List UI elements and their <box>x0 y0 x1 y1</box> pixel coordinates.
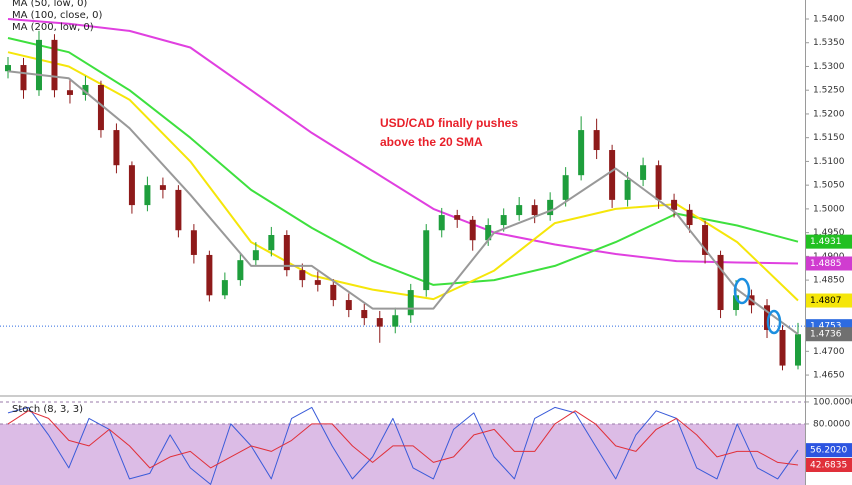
candle-body <box>392 315 399 327</box>
candle-body <box>175 189 182 231</box>
candle-body <box>764 305 771 330</box>
candle-body <box>485 225 492 241</box>
candle-body <box>144 185 151 206</box>
price-label-box <box>806 256 852 271</box>
candle-body <box>237 260 244 281</box>
stoch-panel <box>0 401 805 485</box>
candle-body <box>376 318 383 327</box>
candle-body <box>454 215 461 220</box>
y-tick-label: 1.4950 <box>813 228 845 238</box>
y-tick-label: 1.4850 <box>813 276 845 286</box>
price-label: 1.4931 <box>810 237 842 247</box>
candle-body <box>330 284 337 301</box>
series-line <box>7 410 799 469</box>
candle-body <box>97 84 104 131</box>
y-tick-label: 1.5400 <box>813 14 845 24</box>
candle-body <box>206 254 213 296</box>
candle-body <box>66 90 73 95</box>
y-tick-label: 1.5250 <box>813 86 845 96</box>
stoch-title: Stoch (8, 3, 3) <box>12 404 83 415</box>
y-tick-label: 1.5200 <box>813 109 845 119</box>
candle-body <box>469 219 476 241</box>
candle-body <box>423 230 430 291</box>
candle-body <box>407 290 414 316</box>
price-label: 42.6835 <box>810 460 847 470</box>
price-label: 56.2020 <box>810 446 847 456</box>
candle-body <box>299 270 306 281</box>
price-label: 1.4736 <box>810 330 842 340</box>
candle-body <box>35 39 42 91</box>
annotation: above the 20 SMA <box>380 135 483 149</box>
price-label: 1.4885 <box>810 259 842 269</box>
y-tick-label: 1.5150 <box>813 133 845 143</box>
candle-body <box>516 205 523 216</box>
y-tick-label: 1.5300 <box>813 62 845 72</box>
candle-body <box>128 165 135 206</box>
legend-entry: MA (200, low, 0) <box>12 22 94 33</box>
candle-body <box>655 165 662 200</box>
candle-body <box>733 295 740 311</box>
series-line <box>7 18 799 265</box>
price-label-box <box>806 293 852 308</box>
price-label-box <box>806 443 852 458</box>
legend-entry: MA (100, close, 0) <box>12 10 102 21</box>
candle-body <box>159 185 166 190</box>
price-label: 1.4753 <box>810 322 842 332</box>
candle-body <box>268 235 275 251</box>
candle-body <box>500 215 507 226</box>
candle-body <box>221 280 228 296</box>
annotation: USD/CAD finally pushes <box>380 116 518 130</box>
candle-body <box>438 215 445 231</box>
series-line <box>7 70 799 336</box>
candle-body <box>624 179 631 200</box>
highlight-circle <box>733 277 751 305</box>
candle-body <box>547 199 554 216</box>
axes: 1.5400 1.5350 1.5300 1.5250 1.5200 1.5150 1.51… <box>805 14 852 472</box>
candle-body <box>702 225 709 255</box>
y-tick-label: 1.4700 <box>813 347 845 357</box>
candle-body <box>345 300 352 311</box>
y-tick-label: 1.5100 <box>813 157 845 167</box>
candle-body <box>717 254 724 311</box>
price-label-box <box>806 327 852 342</box>
series-line <box>7 37 799 286</box>
candle-body <box>562 175 569 200</box>
candle-body <box>190 230 197 255</box>
y-tick-label: 1.5350 <box>813 38 845 48</box>
highlight-circle <box>766 309 782 335</box>
candle-body <box>779 329 786 366</box>
series-line <box>7 406 799 485</box>
main-panel <box>0 18 805 371</box>
candle-body <box>795 334 801 366</box>
y-tick-label: 1.5000 <box>813 204 845 214</box>
price-label: 1.4807 <box>810 296 842 306</box>
y-tick-label: 100.0000 <box>813 397 852 407</box>
candle-body <box>283 235 290 271</box>
candle-body <box>361 310 368 319</box>
price-label-box <box>806 457 852 472</box>
candle-body <box>113 130 120 166</box>
y-tick-label: 1.4650 <box>813 371 845 381</box>
stoch-band <box>0 423 805 485</box>
candle-body <box>531 205 538 216</box>
candle-body <box>252 250 259 261</box>
candle-body <box>640 165 647 180</box>
candle-body <box>671 199 678 210</box>
candle-body <box>609 150 616 200</box>
candle-body <box>578 130 585 176</box>
candle-body <box>314 280 321 285</box>
candle-body <box>82 84 89 95</box>
candle-body <box>593 130 600 151</box>
candle-body <box>5 65 11 72</box>
y-tick-label: 80.0000 <box>813 419 850 429</box>
candle-body <box>20 65 27 91</box>
legend-entry: MA (50, low, 0) <box>12 0 87 9</box>
price-label-box <box>806 234 852 249</box>
y-tick-label: 1.5050 <box>813 181 845 191</box>
candle-body <box>686 209 693 226</box>
candle-body <box>51 39 58 91</box>
